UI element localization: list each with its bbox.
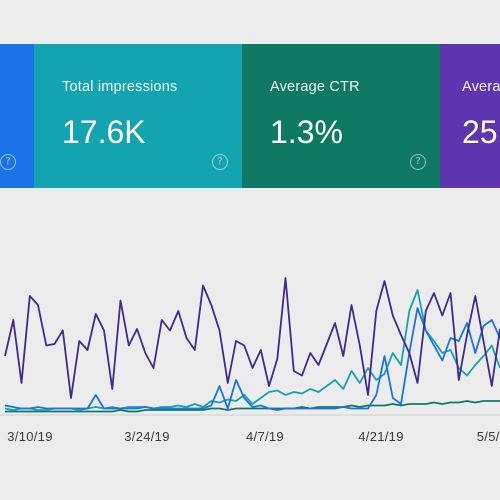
card-label: Total impressions (62, 79, 178, 95)
series-line-3 (5, 400, 500, 413)
help-icon[interactable]: ? (212, 154, 228, 170)
x-tick-label: 3/10/19 (7, 429, 52, 444)
card-value: 17.6K (62, 114, 146, 150)
card-total-clicks[interactable]: ? (0, 44, 34, 188)
series-line-2 (4, 289, 500, 411)
help-icon[interactable]: ? (410, 154, 426, 170)
performance-chart: 3/10/19 3/24/19 4/7/19 4/21/19 5/5/1 (0, 188, 500, 500)
x-tick-label: 4/7/19 (246, 429, 284, 444)
card-label: Averag (462, 79, 500, 95)
card-value: 25 (462, 114, 498, 150)
metric-cards: ? Total impressions 17.6K ? Average CTR … (0, 44, 500, 188)
help-icon[interactable]: ? (0, 154, 16, 170)
browser-top-strip (0, 0, 500, 45)
card-label: Average CTR (270, 79, 360, 95)
card-total-impressions[interactable]: Total impressions 17.6K ? (34, 44, 242, 188)
x-tick-label: 5/5/1 (477, 429, 500, 444)
card-value: 1.3% (270, 114, 343, 150)
x-tick-label: 4/21/19 (358, 429, 403, 444)
series-line-0 (4, 277, 500, 399)
line-chart-svg: 3/10/19 3/24/19 4/7/19 4/21/19 5/5/1 (0, 277, 500, 444)
card-average-ctr[interactable]: Average CTR 1.3% ? (242, 44, 440, 188)
card-average-position[interactable]: Averag 25 (440, 44, 500, 188)
series-line-1 (4, 307, 500, 411)
x-tick-label: 3/24/19 (124, 429, 169, 444)
